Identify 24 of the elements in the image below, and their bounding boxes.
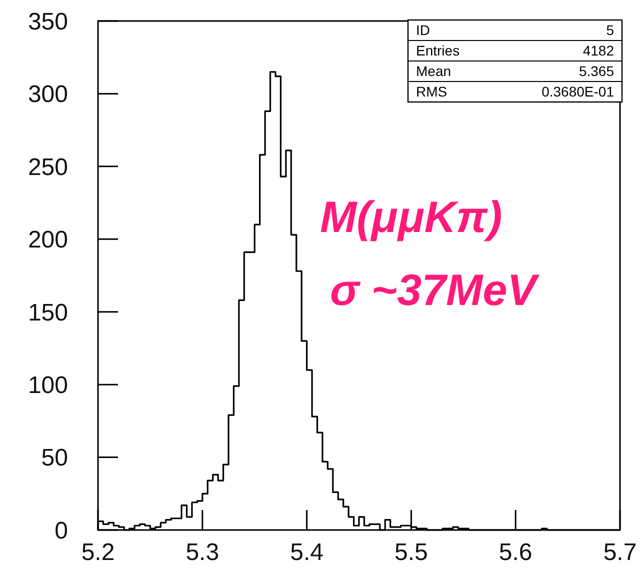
annotation: ID bbox=[416, 22, 430, 38]
annotation: M(μμKπ) bbox=[320, 193, 502, 242]
y-tick-label: 100 bbox=[28, 372, 68, 399]
y-tick-label: 300 bbox=[28, 81, 68, 108]
y-tick-label: 200 bbox=[28, 226, 68, 254]
annotation: 5 bbox=[606, 22, 614, 38]
annotation: 4182 bbox=[582, 42, 614, 58]
y-tick-label: 0 bbox=[54, 517, 68, 544]
annotation: σ ~37MeV bbox=[330, 266, 540, 315]
annotation: Entries bbox=[416, 42, 460, 58]
x-tick-label: 5.4 bbox=[290, 539, 324, 566]
x-tick-label: 5.3 bbox=[186, 539, 220, 566]
annotation: Mean bbox=[416, 63, 452, 79]
y-tick-label: 150 bbox=[28, 299, 68, 326]
x-tick-label: 5.7 bbox=[603, 539, 637, 566]
x-tick-label: 5.6 bbox=[498, 539, 532, 566]
y-tick-label: 50 bbox=[41, 444, 68, 472]
annotation: 5.365 bbox=[578, 63, 614, 79]
y-tick-label: 250 bbox=[28, 154, 68, 181]
y-tick-label: 350 bbox=[28, 8, 68, 36]
annotation: RMS bbox=[416, 84, 448, 100]
x-tick-label: 5.5 bbox=[394, 539, 428, 566]
x-tick-label: 5.2 bbox=[81, 539, 115, 566]
annotation: 0.3680E-01 bbox=[542, 84, 614, 100]
